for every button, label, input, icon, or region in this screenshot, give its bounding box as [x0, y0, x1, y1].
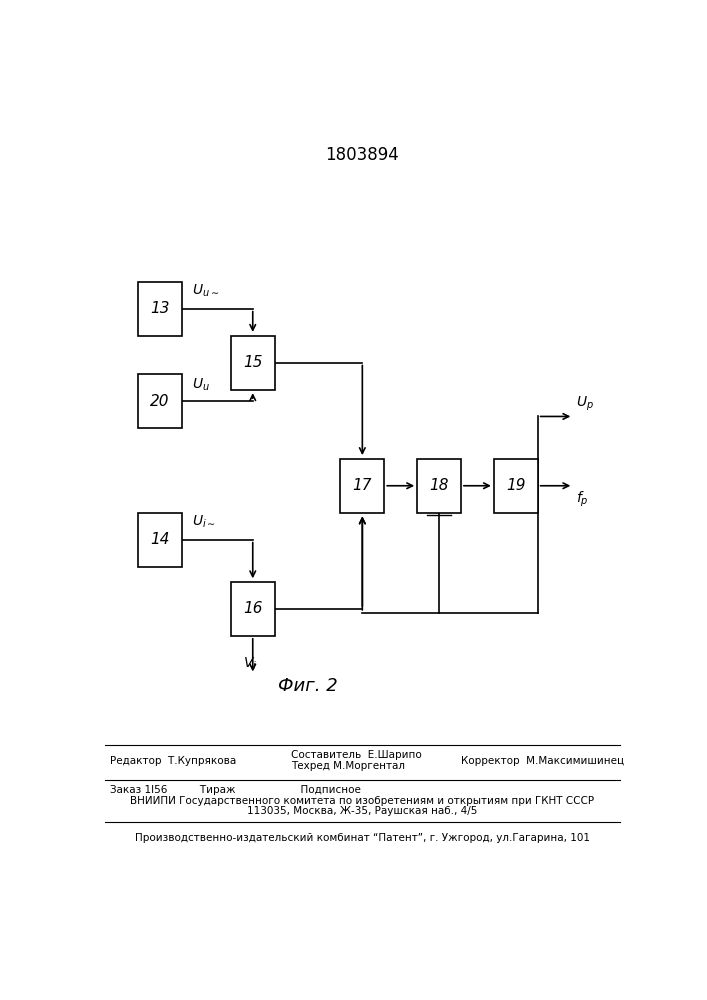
Text: Редактор  Т.Купрякова: Редактор Т.Купрякова [110, 756, 237, 766]
Text: ВНИИПИ Государственного комитета по изобретениям и открытиям при ГКНТ СССР: ВНИИПИ Государственного комитета по изоб… [130, 796, 595, 806]
Text: 20: 20 [150, 394, 170, 409]
Text: Фиг. 2: Фиг. 2 [278, 677, 337, 695]
Text: 1803894: 1803894 [325, 146, 399, 164]
Text: $V_i$: $V_i$ [243, 655, 257, 672]
Text: Составитель  Е.Шарипо: Составитель Е.Шарипо [291, 750, 422, 760]
Text: Заказ 1І56          Тираж                    Подписное: Заказ 1І56 Тираж Подписное [110, 785, 361, 795]
Bar [138, 374, 182, 428]
Text: 113035, Москва, Ж-35, Раушская наб., 4/5: 113035, Москва, Ж-35, Раушская наб., 4/5 [247, 806, 477, 816]
Text: $U_p$: $U_p$ [576, 394, 594, 413]
Text: $U_u$: $U_u$ [192, 377, 211, 393]
Bar [231, 336, 275, 389]
Text: 16: 16 [243, 601, 262, 616]
Text: $U_{u\sim}$: $U_{u\sim}$ [192, 282, 220, 299]
Bar [417, 459, 461, 513]
Text: 14: 14 [150, 532, 170, 547]
Text: $U_{i\sim}$: $U_{i\sim}$ [192, 513, 216, 530]
Text: 13: 13 [150, 301, 170, 316]
Bar [494, 459, 538, 513]
Text: 17: 17 [353, 478, 372, 493]
Bar [341, 459, 385, 513]
Text: $f_p$: $f_p$ [576, 490, 589, 509]
Text: Производственно-издательский комбинат “Патент”, г. Ужгород, ул.Гагарина, 101: Производственно-издательский комбинат “П… [135, 833, 590, 843]
Bar [138, 513, 182, 567]
Text: 18: 18 [429, 478, 449, 493]
Bar [231, 582, 275, 636]
Text: 15: 15 [243, 355, 262, 370]
Text: Корректор  М.Максимишинец: Корректор М.Максимишинец [461, 756, 624, 766]
Text: 19: 19 [506, 478, 525, 493]
Text: Техред М.Моргентал: Техред М.Моргентал [291, 761, 405, 771]
Bar [138, 282, 182, 336]
